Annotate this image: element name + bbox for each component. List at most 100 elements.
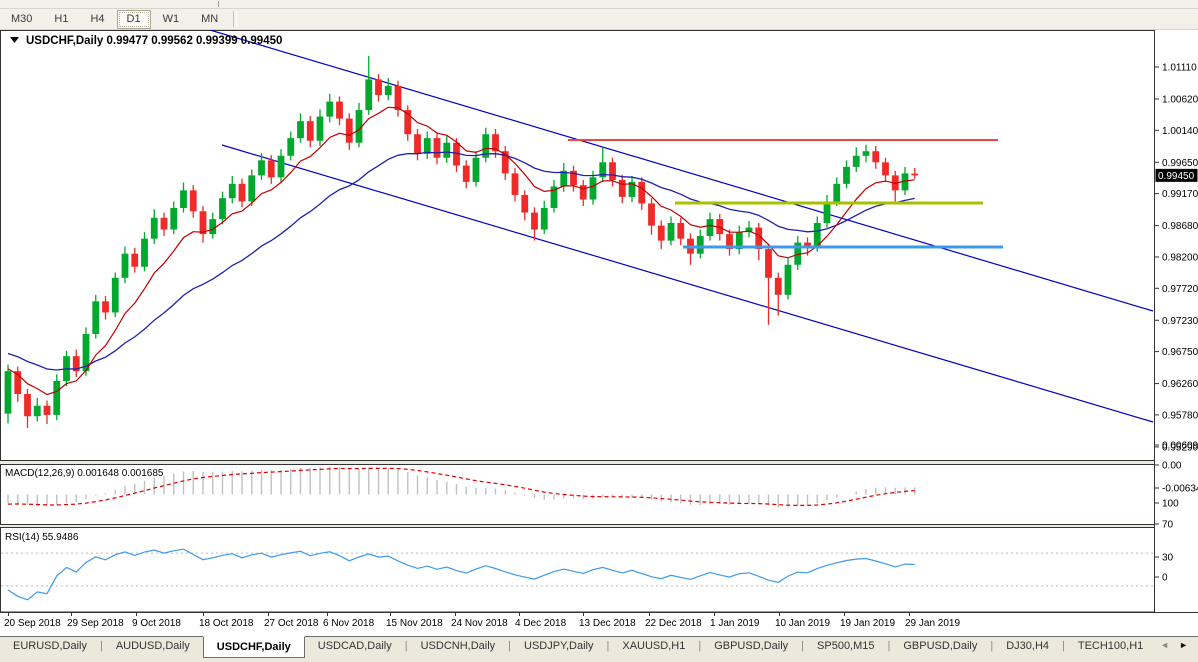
candle-body [648,203,655,226]
scroll-right-icon[interactable]: ► [1179,640,1188,650]
candle [404,105,412,141]
candle-body [609,162,616,180]
toolbar-grip[interactable] [218,1,219,7]
chart-area[interactable]: 1.01110 1.00620 1.00140 0.99650 0.99170 0.986… [0,30,1198,636]
candle [228,176,236,204]
date-label: 15 Nov 2018 [386,618,443,629]
rsi-axis-label: 30 [1162,553,1174,564]
candle-body [121,253,129,278]
channel-upper[interactable] [209,30,1154,312]
tab-audusd-daily[interactable]: AUDUSD,Daily [115,640,190,652]
candle [696,229,704,259]
candle-body [901,173,909,191]
candle-body [521,194,529,213]
candle [823,194,831,228]
candle [433,132,441,165]
tab-scroll-controls: ◄ ► [1160,637,1198,650]
candle [599,147,607,182]
date-label: 19 Jan 2019 [840,618,895,629]
candle [189,185,197,218]
candle-body [794,242,802,265]
timeframe-button-h4[interactable]: H4 [90,12,105,25]
timeframe-button-m30[interactable]: M30 [11,12,33,25]
candle [287,131,295,161]
candle-body [297,121,304,139]
candle [394,80,402,117]
candle-body [355,110,363,143]
candle-body [677,223,685,239]
tab-usdjpy-daily[interactable]: USDJPY,Daily [524,640,594,652]
chart-dropdown-icon[interactable] [10,37,19,43]
candle-body [726,234,733,250]
candle [72,349,80,378]
macd-axis-label: 0.00 [1162,461,1182,472]
tab-eurusd-daily[interactable]: EURUSD,Daily [13,640,87,652]
timeframe-button-w1[interactable]: W1 [162,12,180,25]
ma-fast-line[interactable] [7,106,915,396]
channel-lower[interactable] [221,144,1154,423]
chart-tabs: EURUSD,Daily | AUDUSD,Daily USDCHF,Daily USD… [0,636,1156,658]
timeframe-button-d1[interactable]: D1 [116,9,151,29]
scroll-left-icon[interactable]: ◄ [1160,640,1170,650]
candle-body [423,138,431,154]
candle-body [336,101,343,119]
candle [336,96,343,126]
candle [784,258,792,300]
candle [121,246,129,284]
candle-body [170,207,178,230]
trend-channel[interactable] [209,30,1154,423]
tab-usdcnh-daily[interactable]: USDCNH,Daily [420,640,496,652]
tab-separator: | [990,640,994,652]
timeframe-button-mn[interactable]: MN [201,12,219,25]
candle [423,131,431,160]
candle-body [560,170,568,187]
candle [24,388,31,428]
tab-usdchf-daily[interactable]: USDCHF,Daily [202,636,305,658]
ma-slow-line[interactable] [7,151,915,371]
tab-xauusd-h1[interactable]: XAUUSD,H1 [622,640,686,652]
candle-body [24,394,31,417]
candle-body [150,217,158,239]
candle [482,127,490,163]
candle [628,176,636,203]
date-label: 22 Dec 2018 [645,618,702,629]
candle-body [33,405,41,417]
candle [462,160,470,189]
timeframe-button-h1[interactable]: H1 [54,12,69,25]
tab-tech100-h1[interactable]: TECH100,H1 [1077,640,1144,652]
candle-body [599,162,607,178]
candle-body [882,162,889,176]
candle-body [365,79,373,111]
price-label: 0.99170 [1162,189,1198,200]
date-label: 18 Oct 2018 [199,618,254,629]
candle-body [345,118,353,143]
date-label: 29 Sep 2018 [67,618,124,629]
tab-dj30-h4[interactable]: DJ30,H4 [1006,640,1049,652]
candle-body [823,201,831,224]
tab-sp500-m15[interactable]: SP500,M15 [817,640,875,652]
candle [209,212,217,239]
date-label: 1 Jan 2019 [710,618,760,629]
tab-usdcad-daily[interactable]: USDCAD,Daily [317,640,392,652]
candle [277,149,285,182]
tab-gbpusd-daily[interactable]: GBPUSD,Daily [714,640,789,652]
date-label: 4 Dec 2018 [515,618,567,629]
candle [297,113,304,143]
price-label: 1.00140 [1162,126,1198,137]
candle-body [638,181,646,204]
candle-body [833,183,841,202]
candle-body [550,186,558,208]
candle-body [92,301,100,334]
macd-signal-line [7,467,915,506]
candle [833,177,841,207]
candle-body [482,134,490,158]
price-label: 0.95780 [1162,410,1198,421]
date-label: 29 Jan 2019 [905,618,960,629]
candle-body [199,211,207,235]
rsi-axis-label: 0 [1162,573,1168,584]
tab-gbpusd-daily[interactable]: GBPUSD,Daily [903,640,978,652]
candle-body [258,160,265,176]
price-axis-gutter [1154,30,1198,636]
candle-body [277,155,285,178]
